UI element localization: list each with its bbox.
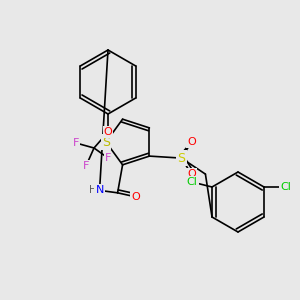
Text: F: F xyxy=(105,153,111,163)
Text: Cl: Cl xyxy=(280,182,291,192)
Text: O: O xyxy=(131,192,140,202)
Text: F: F xyxy=(83,161,89,171)
Text: F: F xyxy=(73,138,79,148)
Text: O: O xyxy=(187,169,196,179)
Text: Cl: Cl xyxy=(187,177,197,187)
Text: S: S xyxy=(177,152,185,165)
Text: S: S xyxy=(102,136,110,148)
Text: O: O xyxy=(103,127,112,137)
Text: O: O xyxy=(187,137,196,147)
Text: N: N xyxy=(95,185,104,195)
Text: H: H xyxy=(89,185,96,195)
